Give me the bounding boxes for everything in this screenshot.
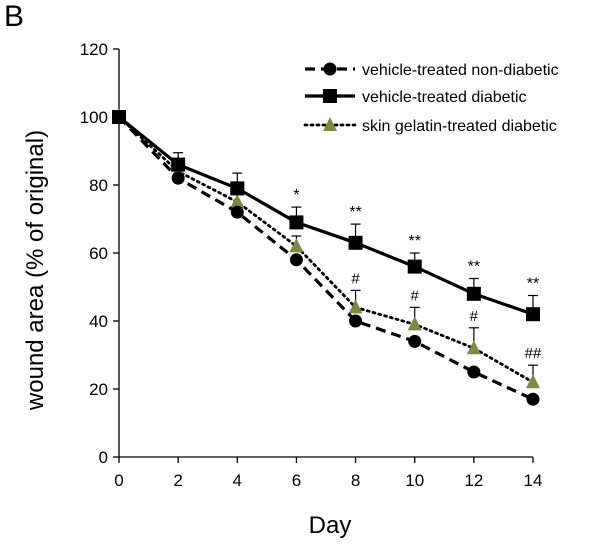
legend-marker xyxy=(323,89,337,103)
data-point xyxy=(289,253,303,267)
data-point xyxy=(526,392,540,406)
significance-annotation: ** xyxy=(349,204,361,221)
data-point xyxy=(526,374,540,389)
data-point xyxy=(171,171,185,185)
y-tick-label: 0 xyxy=(99,448,108,467)
x-tick-label: 4 xyxy=(233,471,242,490)
significance-annotation: ** xyxy=(408,233,420,250)
series-line-2 xyxy=(117,115,535,384)
data-point xyxy=(349,314,363,328)
data-point xyxy=(466,340,481,355)
data-point xyxy=(289,215,304,230)
x-tick-label: 6 xyxy=(292,471,301,490)
data-point xyxy=(289,238,304,253)
significance-annotation: ** xyxy=(527,276,539,293)
legend-marker xyxy=(323,117,337,131)
data-point xyxy=(407,259,422,274)
y-tick-label: 60 xyxy=(89,244,108,263)
x-tick-label: 10 xyxy=(405,471,424,490)
legend-marker xyxy=(323,62,337,76)
y-tick-label: 80 xyxy=(89,176,108,195)
data-point xyxy=(408,334,422,348)
data-point xyxy=(230,181,245,196)
y-tick-label: 100 xyxy=(80,108,108,127)
y-tick-label: 20 xyxy=(89,380,108,399)
data-point xyxy=(348,235,363,250)
x-tick-label: 12 xyxy=(464,471,483,490)
series-line-0 xyxy=(117,115,534,401)
legend-entry: vehicle-treated diabetic xyxy=(362,89,527,106)
data-point xyxy=(230,194,245,208)
data-point xyxy=(348,299,363,314)
legend-entry: vehicle-treated non-diabetic xyxy=(362,62,559,79)
legend-entry: skin gelatin-treated diabetic xyxy=(362,118,557,135)
panel-label: B xyxy=(4,0,25,33)
significance-annotation: ## xyxy=(525,345,542,362)
data-point xyxy=(171,157,186,172)
significance-annotation: * xyxy=(293,187,299,204)
x-tick-label: 2 xyxy=(173,471,182,490)
data-point xyxy=(467,365,481,379)
data-point xyxy=(407,316,422,331)
series-line-1 xyxy=(117,115,534,316)
x-tick-label: 14 xyxy=(524,471,543,490)
data-point xyxy=(466,286,481,301)
y-tick-label: 120 xyxy=(80,40,108,59)
data-point xyxy=(230,205,244,219)
y-tick-label: 40 xyxy=(89,312,108,331)
significance-annotation: # xyxy=(351,270,360,287)
x-tick-label: 0 xyxy=(114,471,123,490)
data-point xyxy=(526,307,540,322)
x-tick-label: 8 xyxy=(351,471,360,490)
significance-annotation: # xyxy=(411,287,420,304)
x-axis-label: Day xyxy=(308,512,352,539)
significance-annotation: ** xyxy=(468,259,480,276)
significance-annotation: # xyxy=(470,308,479,325)
data-point xyxy=(112,110,126,124)
